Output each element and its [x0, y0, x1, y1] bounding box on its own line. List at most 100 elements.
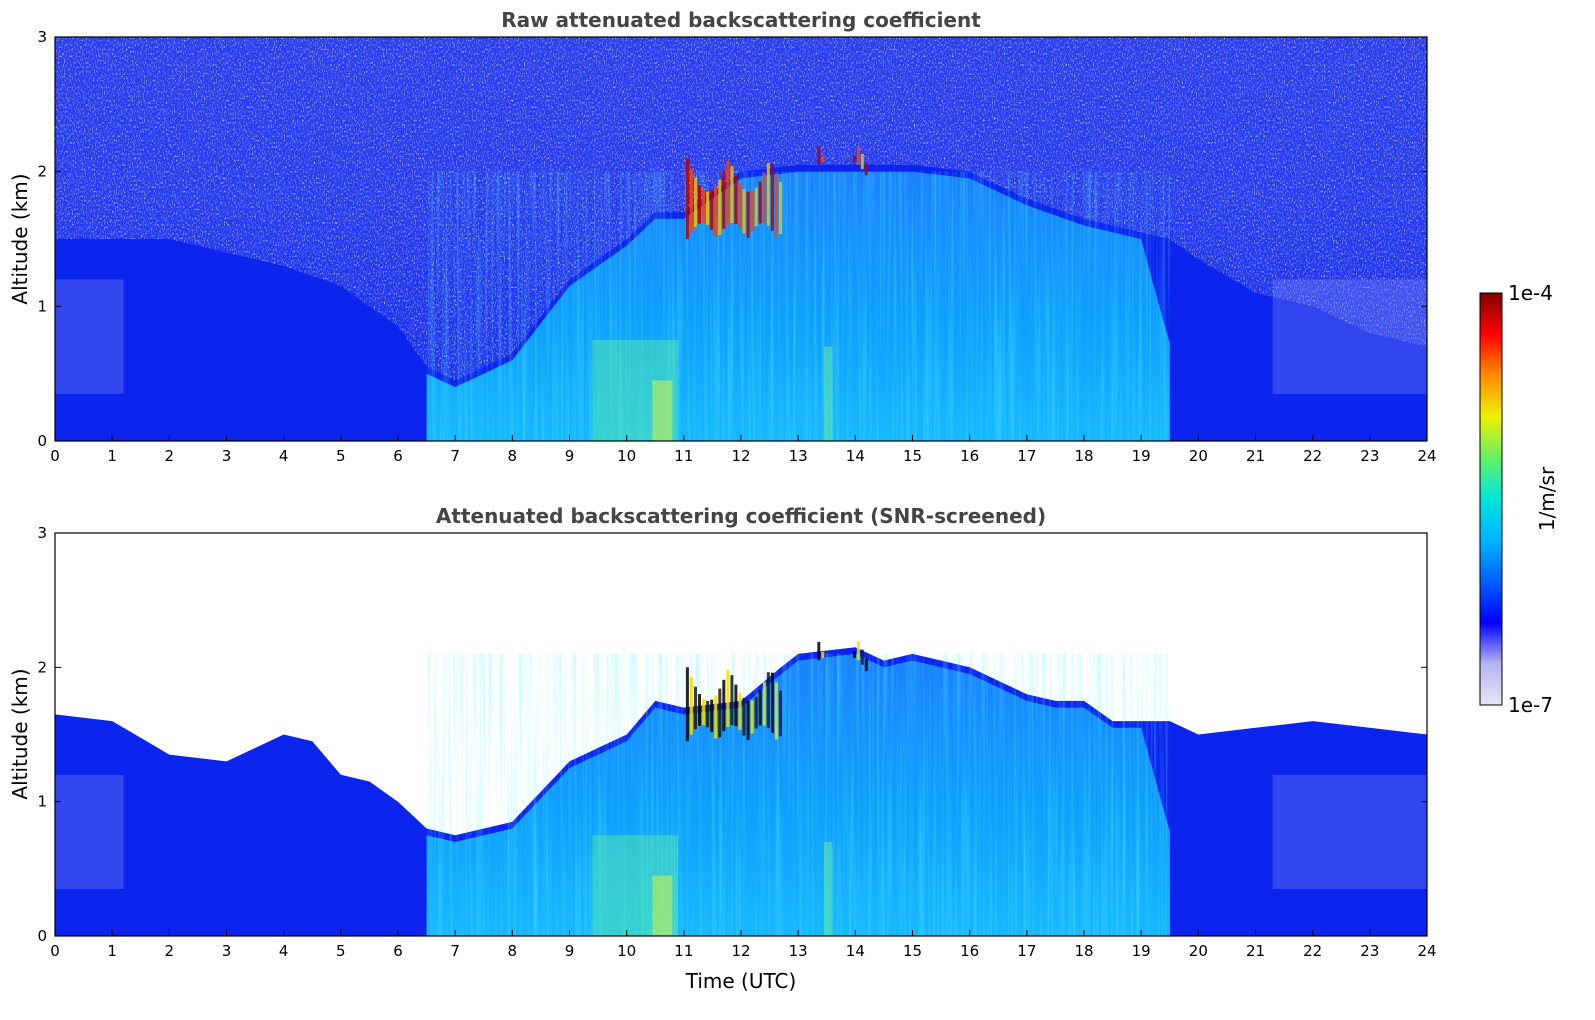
- screened-cloud-streak: [689, 677, 693, 735]
- raw-cloud-streak: [762, 173, 766, 224]
- raw-x-tick-label: 23: [1360, 447, 1379, 465]
- panel-screened-plot-area: [55, 533, 1427, 936]
- screened-cloud-streak: [722, 679, 726, 732]
- raw-cloud-streak: [856, 145, 860, 165]
- colorbar-unit-label: 1/m/sr: [1535, 466, 1559, 531]
- screened-cloud-streak: [852, 651, 856, 658]
- raw-x-tick-label: 9: [565, 447, 575, 465]
- screened-x-tick-label: 9: [565, 942, 575, 960]
- screened-y-tick-label: 0: [37, 927, 47, 945]
- screened-plume-core: [652, 875, 673, 936]
- raw-x-tick-label: 22: [1303, 447, 1322, 465]
- screened-plume-streaks: [426, 653, 1170, 936]
- screened-x-tick-label: 10: [617, 942, 636, 960]
- raw-night-haze: [55, 279, 124, 394]
- raw-cloud-streak: [770, 163, 774, 231]
- raw-cloud-streak: [758, 181, 762, 224]
- panel-screened-y-axis: 0 1 2 3: [37, 524, 1427, 945]
- raw-x-tick-label: 5: [336, 447, 346, 465]
- screened-x-tick-label: 18: [1074, 942, 1093, 960]
- raw-x-tick-label: 21: [1246, 447, 1265, 465]
- panel-screened: Attenuated backscattering coefficient (S…: [8, 504, 1437, 993]
- screened-x-tick-label: 6: [393, 942, 403, 960]
- screened-x-tick-label: 11: [674, 942, 693, 960]
- screened-cloud-streak: [734, 684, 738, 727]
- screened-cloud-streak: [706, 700, 710, 728]
- raw-x-tick-label: 19: [1132, 447, 1151, 465]
- screened-plume-core: [823, 841, 833, 936]
- screened-y-tick-label: 1: [37, 793, 47, 811]
- raw-plume-core: [652, 380, 673, 441]
- raw-cloud-streak: [710, 190, 714, 230]
- screened-x-tick-label: 24: [1417, 942, 1436, 960]
- raw-cloud-streak: [714, 186, 718, 237]
- screened-x-tick-label: 20: [1189, 942, 1208, 960]
- screened-cloud-streak: [746, 700, 750, 741]
- raw-x-tick-label: 18: [1074, 447, 1093, 465]
- raw-cloud-streak: [722, 170, 726, 229]
- screened-x-tick-label: 2: [165, 942, 175, 960]
- screened-x-tick-label: 7: [450, 942, 460, 960]
- raw-x-tick-label: 7: [450, 447, 460, 465]
- raw-x-tick-label: 10: [617, 447, 636, 465]
- raw-x-tick-label: 20: [1189, 447, 1208, 465]
- screened-x-tick-label: 15: [903, 942, 922, 960]
- raw-plume-core: [823, 346, 833, 441]
- raw-cloud-streak: [738, 183, 742, 228]
- raw-night-haze: [1272, 279, 1427, 394]
- raw-y-tick-label: 1: [37, 297, 47, 315]
- raw-cloud-streak: [852, 155, 856, 163]
- raw-x-tick-label: 13: [789, 447, 808, 465]
- screened-cloud-streak: [766, 672, 770, 728]
- screened-cloud-streak: [754, 696, 758, 729]
- screened-cloud-streak: [685, 667, 689, 742]
- screened-cloud-streak: [714, 695, 718, 739]
- panel-raw-x-axis: 0 1 2 3 4 5 6 7 8 9 10 11 12 13 14 15 16 17 18 19 20 21 22 23 24: [50, 435, 1437, 465]
- raw-x-tick-label: 24: [1417, 447, 1436, 465]
- screened-x-tick-label: 16: [960, 942, 979, 960]
- raw-cloud-streak: [734, 175, 738, 224]
- screened-cloud-streak: [698, 694, 701, 726]
- screened-y-tick-label: 2: [37, 658, 47, 676]
- raw-cloud-streak: [750, 191, 754, 232]
- screened-cloud-streak: [856, 641, 860, 661]
- raw-cloud-streak: [718, 179, 722, 236]
- colorbar-max-label: 1e-4: [1508, 281, 1553, 305]
- raw-x-tick-label: 15: [903, 447, 922, 465]
- raw-cloud-streak: [689, 168, 693, 233]
- screened-cloud-streak: [774, 682, 778, 740]
- raw-cloud-streak: [685, 158, 689, 239]
- panel-raw-title: Raw attenuated backscattering coefficien…: [501, 8, 981, 32]
- raw-cloud-streak: [779, 181, 782, 234]
- raw-y-tick-label: 3: [37, 28, 47, 46]
- screened-x-tick-label: 21: [1246, 942, 1265, 960]
- panel-raw-y-axis: 0 1 2 3: [37, 28, 1427, 450]
- panel-raw: Raw attenuated backscattering coefficien…: [8, 8, 1437, 465]
- raw-cloud-streak: [817, 146, 821, 165]
- raw-cloud-streak: [766, 163, 770, 226]
- screened-x-tick-label: 22: [1303, 942, 1322, 960]
- raw-cloud-streak: [702, 189, 706, 223]
- raw-x-tick-label: 1: [107, 447, 117, 465]
- screened-x-tick-label: 1: [107, 942, 117, 960]
- screened-x-tick-label: 4: [279, 942, 289, 960]
- panel-screened-xlabel: Time (UTC): [685, 969, 797, 993]
- raw-x-tick-label: 8: [508, 447, 518, 465]
- screened-night-haze: [1272, 774, 1427, 889]
- raw-cloud-streak: [754, 187, 758, 227]
- screened-cloud-layer: [817, 641, 868, 672]
- screened-x-tick-label: 0: [50, 942, 60, 960]
- panel-raw-plot-area: [55, 37, 1427, 441]
- screened-x-tick-label: 8: [508, 942, 518, 960]
- raw-y-tick-label: 2: [37, 163, 47, 181]
- colorbar-gradient: [1479, 292, 1503, 706]
- screened-cloud-layer: [685, 667, 782, 742]
- raw-y-tick-label: 0: [37, 432, 47, 450]
- screened-x-tick-label: 17: [1017, 942, 1036, 960]
- screened-cloud-streak: [718, 688, 722, 738]
- raw-cloud-streak: [821, 156, 825, 163]
- raw-cloud-streak: [742, 189, 746, 234]
- raw-x-tick-label: 17: [1017, 447, 1036, 465]
- raw-plume-streaks: [426, 171, 1170, 441]
- screened-cloud-streak: [702, 699, 706, 726]
